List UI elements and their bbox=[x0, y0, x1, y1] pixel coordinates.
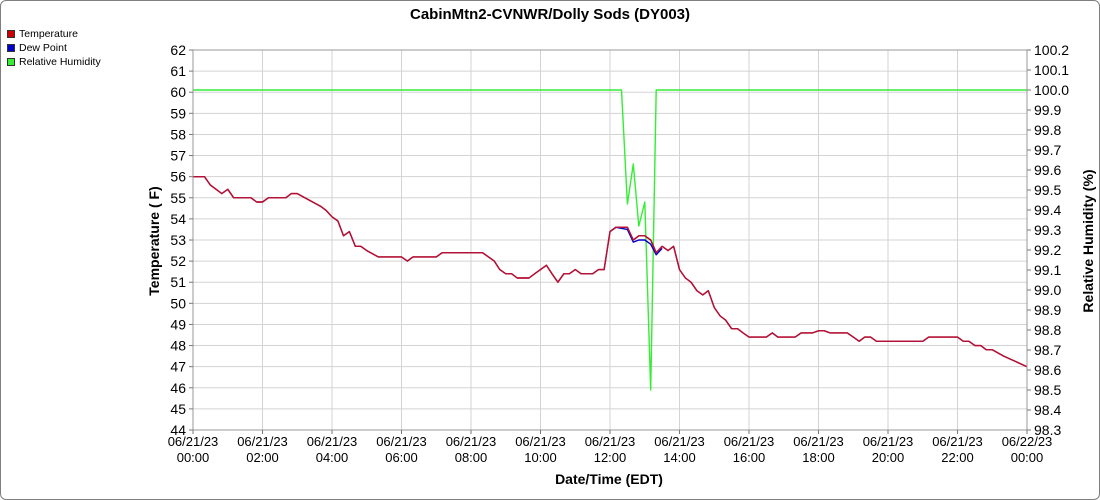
x-tick-label-time: 08:00 bbox=[455, 450, 488, 465]
legend-item-dew-point[interactable]: Dew Point bbox=[7, 41, 101, 55]
x-tick-label-date: 06/21/23 bbox=[724, 434, 775, 449]
y-tick-label: 61 bbox=[170, 63, 186, 79]
y2-tick-label: 98.5 bbox=[1034, 382, 1061, 398]
x-tick-label-date: 06/21/23 bbox=[237, 434, 288, 449]
y2-tick-label: 99.6 bbox=[1034, 162, 1061, 178]
x-tick-label-time: 00:00 bbox=[177, 450, 210, 465]
y2-tick-label: 99.2 bbox=[1034, 242, 1061, 258]
y2-tick-label: 99.5 bbox=[1034, 182, 1061, 198]
legend-label-dew-point: Dew Point bbox=[19, 42, 67, 54]
x-tick-label-time: 10:00 bbox=[524, 450, 557, 465]
x-tick-label-time: 12:00 bbox=[594, 450, 627, 465]
x-tick-label-time: 00:00 bbox=[1011, 450, 1044, 465]
y-axis-label-right: Relative Humidity (%) bbox=[1080, 169, 1096, 312]
x-tick-label-time: 16:00 bbox=[733, 450, 766, 465]
y-tick-label: 44 bbox=[170, 422, 186, 438]
y-tick-label: 45 bbox=[170, 401, 186, 417]
y-tick-label: 57 bbox=[170, 148, 186, 164]
y-tick-label: 50 bbox=[170, 295, 186, 311]
x-tick-label-date: 06/22/23 bbox=[1002, 434, 1053, 449]
x-tick-label-date: 06/21/23 bbox=[168, 434, 219, 449]
y2-tick-label: 100.0 bbox=[1034, 82, 1069, 98]
legend-item-temperature[interactable]: Temperature bbox=[7, 27, 101, 41]
x-tick-label-time: 14:00 bbox=[663, 450, 696, 465]
x-tick-label-date: 06/21/23 bbox=[376, 434, 427, 449]
y2-tick-label: 99.1 bbox=[1034, 262, 1061, 278]
y-axis-label-left: Temperature ( F) bbox=[146, 186, 162, 295]
x-tick-label-time: 20:00 bbox=[872, 450, 905, 465]
x-axis-label: Date/Time (EDT) bbox=[555, 471, 663, 487]
y2-tick-label: 98.8 bbox=[1034, 322, 1061, 338]
y-tick-label: 48 bbox=[170, 338, 186, 354]
y2-tick-label: 98.4 bbox=[1034, 402, 1061, 418]
y-axis-right: 98.3 98.4 98.5 98.6 98.7 98.8 98.9 99.0 99.1 99.2… bbox=[1027, 42, 1069, 438]
y2-tick-label: 98.3 bbox=[1034, 422, 1061, 438]
temperature-overlay-line bbox=[193, 175, 1028, 368]
y-tick-label: 53 bbox=[170, 232, 186, 248]
y-tick-label: 46 bbox=[170, 380, 186, 396]
y-tick-label: 60 bbox=[170, 84, 186, 100]
x-axis: 06/21/2300:0006/21/2302:0006/21/2304:000… bbox=[168, 430, 1053, 465]
x-tick-label-time: 18:00 bbox=[802, 450, 835, 465]
x-tick-label-date: 06/21/23 bbox=[515, 434, 566, 449]
y2-tick-label: 98.7 bbox=[1034, 342, 1061, 358]
y2-tick-label: 98.6 bbox=[1034, 362, 1061, 378]
y2-tick-label: 98.9 bbox=[1034, 302, 1061, 318]
y2-tick-label: 99.0 bbox=[1034, 282, 1061, 298]
x-tick-label-date: 06/21/23 bbox=[585, 434, 636, 449]
y-tick-label: 49 bbox=[170, 316, 186, 332]
y-tick-label: 55 bbox=[170, 190, 186, 206]
y2-tick-label: 99.7 bbox=[1034, 142, 1061, 158]
y2-tick-label: 99.4 bbox=[1034, 202, 1061, 218]
y-axis-left: 44 45 46 47 48 49 50 51 52 53 54 55 56 57 58 59 60 61 62 bbox=[170, 42, 193, 438]
legend: Temperature Dew Point Relative Humidity bbox=[7, 27, 101, 69]
y-tick-label: 47 bbox=[170, 359, 186, 375]
legend-swatch-dew-point bbox=[7, 44, 15, 52]
y2-tick-label: 100.1 bbox=[1034, 62, 1069, 78]
chart-title: CabinMtn2-CVNWR/Dolly Sods (DY003) bbox=[410, 6, 690, 23]
x-tick-label-date: 06/21/23 bbox=[863, 434, 914, 449]
y2-tick-label: 99.9 bbox=[1034, 102, 1061, 118]
series-layer bbox=[193, 89, 1028, 391]
x-tick-label-time: 02:00 bbox=[246, 450, 279, 465]
y-tick-label: 56 bbox=[170, 169, 186, 185]
y2-tick-label: 99.8 bbox=[1034, 122, 1061, 138]
grid-lines bbox=[192, 49, 1028, 431]
legend-item-relative-humidity[interactable]: Relative Humidity bbox=[7, 55, 101, 69]
y-tick-label: 58 bbox=[170, 126, 186, 142]
legend-swatch-temperature bbox=[7, 30, 15, 38]
y2-tick-label: 100.2 bbox=[1034, 42, 1069, 58]
x-tick-label-date: 06/21/23 bbox=[446, 434, 497, 449]
y2-tick-label: 99.3 bbox=[1034, 222, 1061, 238]
legend-swatch-relative-humidity bbox=[7, 58, 15, 66]
y-tick-label: 62 bbox=[170, 42, 186, 58]
relative-humidity-line bbox=[193, 89, 1027, 391]
x-tick-label-time: 06:00 bbox=[385, 450, 418, 465]
x-tick-label-time: 22:00 bbox=[941, 450, 974, 465]
y-tick-label: 52 bbox=[170, 253, 186, 269]
x-tick-label-time: 04:00 bbox=[316, 450, 349, 465]
legend-label-temperature: Temperature bbox=[19, 28, 78, 40]
x-tick-label-date: 06/21/23 bbox=[307, 434, 358, 449]
x-tick-label-date: 06/21/23 bbox=[793, 434, 844, 449]
y-tick-label: 51 bbox=[170, 274, 186, 290]
x-tick-label-date: 06/21/23 bbox=[654, 434, 705, 449]
y-tick-label: 59 bbox=[170, 105, 186, 121]
y-tick-label: 54 bbox=[170, 211, 186, 227]
legend-label-relative-humidity: Relative Humidity bbox=[19, 56, 101, 68]
x-tick-label-date: 06/21/23 bbox=[932, 434, 983, 449]
